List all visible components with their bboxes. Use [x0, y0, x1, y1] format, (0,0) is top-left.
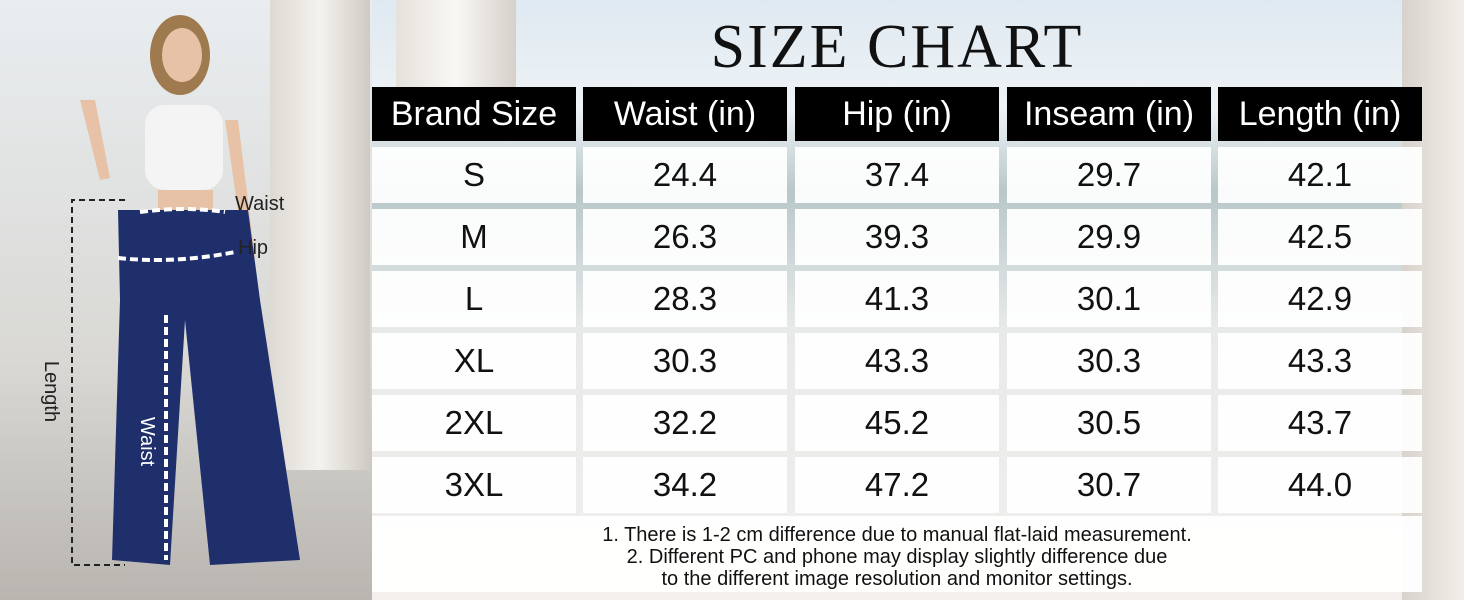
pillar	[396, 0, 516, 90]
pillar	[270, 0, 370, 470]
note-line: 2. Different PC and phone may display sl…	[626, 546, 1168, 568]
table-cell: 43.3	[1218, 333, 1422, 389]
figure-label: Length	[40, 360, 63, 423]
table-cell: 34.2	[583, 457, 787, 513]
table-cell: 42.9	[1218, 271, 1422, 327]
table-cell: L	[372, 271, 576, 327]
header-cell: Hip (in)	[795, 87, 999, 141]
table-cell: 24.4	[583, 147, 787, 203]
table-cell: XL	[372, 333, 576, 389]
figure-label: Waist	[136, 416, 159, 467]
table-cell: 44.0	[1218, 457, 1422, 513]
table-cell: 45.2	[795, 395, 999, 451]
table-cell: 42.1	[1218, 147, 1422, 203]
table-cell: 26.3	[583, 209, 787, 265]
table-cell: 30.5	[1007, 395, 1211, 451]
table-cell: 39.3	[795, 209, 999, 265]
table-cell: 29.7	[1007, 147, 1211, 203]
title: SIZE CHART	[710, 13, 1084, 81]
table-cell: 47.2	[795, 457, 999, 513]
header-cell: Waist (in)	[583, 87, 787, 141]
note-line: to the different image resolution and mo…	[661, 568, 1133, 590]
model-figure	[71, 15, 300, 566]
table-cell: 29.9	[1007, 209, 1211, 265]
table-cell: 42.5	[1218, 209, 1422, 265]
table-cell: 30.7	[1007, 457, 1211, 513]
table-cell: 41.3	[795, 271, 999, 327]
table-cell: 43.3	[795, 333, 999, 389]
table-cell: 2XL	[372, 395, 576, 451]
table-cell: 43.7	[1218, 395, 1422, 451]
table-cell: 28.3	[583, 271, 787, 327]
table-cell: 32.2	[583, 395, 787, 451]
header-cell: Inseam (in)	[1007, 87, 1211, 141]
notes: 1. There is 1-2 cm difference due to man…	[372, 516, 1422, 592]
table-cell: M	[372, 209, 576, 265]
figure-label: Waist	[235, 193, 285, 215]
figure-label: Hip	[238, 237, 269, 259]
note-line: 1. There is 1-2 cm difference due to man…	[602, 524, 1192, 546]
table-cell: 30.3	[583, 333, 787, 389]
table-cell: 30.1	[1007, 271, 1211, 327]
header-cell: Brand Size	[372, 87, 576, 141]
table-cell: 30.3	[1007, 333, 1211, 389]
table-cell: 37.4	[795, 147, 999, 203]
table-cell: S	[372, 147, 576, 203]
table-cell: 3XL	[372, 457, 576, 513]
header-cell: Length (in)	[1218, 87, 1422, 141]
